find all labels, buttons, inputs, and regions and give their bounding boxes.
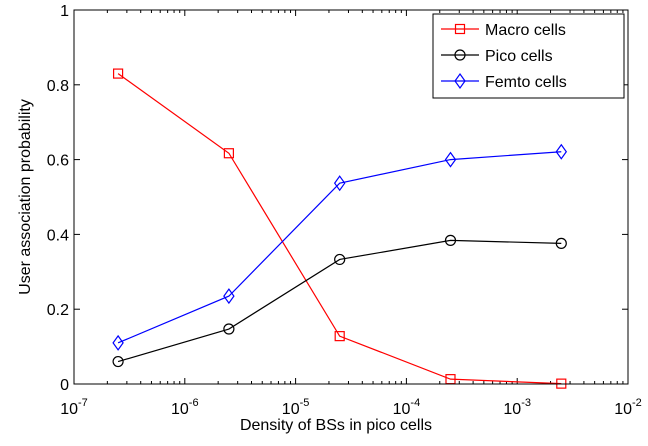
series-line xyxy=(117,73,562,385)
y-tick-label: 0.6 xyxy=(47,153,69,170)
y-tick-label: 0.4 xyxy=(47,227,69,244)
y-axis-label: User association probability xyxy=(17,99,34,295)
data-point xyxy=(112,355,124,368)
y-tick-label: 0.8 xyxy=(47,78,69,95)
legend: Macro cells Pico cells Femto cells xyxy=(432,13,625,99)
data-point xyxy=(112,334,124,351)
x-tick-label: 10-3 xyxy=(503,397,531,418)
data-point xyxy=(555,237,567,249)
series-3 xyxy=(112,143,568,351)
data-point xyxy=(223,148,234,159)
x-tick-label: 10-7 xyxy=(60,397,88,418)
data-point xyxy=(444,234,457,246)
legend-marker xyxy=(454,23,466,35)
y-tick-label: 0.2 xyxy=(47,302,69,319)
legend-label: Femto cells xyxy=(485,74,567,91)
x-tick-label: 10-5 xyxy=(282,397,310,418)
plot-frame xyxy=(73,9,629,385)
series-2 xyxy=(112,234,567,368)
data-point xyxy=(333,175,346,192)
data-point xyxy=(444,151,457,168)
data-point xyxy=(555,143,568,160)
legend-label: Pico cells xyxy=(485,48,553,65)
y-tick-label: 0 xyxy=(60,377,69,394)
data-point xyxy=(334,331,345,342)
x-tick-label: 10-6 xyxy=(171,397,199,418)
data-point xyxy=(112,68,124,79)
legend-marker xyxy=(454,72,466,90)
series-line xyxy=(117,151,562,344)
y-tick-label: 1 xyxy=(60,3,69,20)
data-point xyxy=(223,323,235,335)
legend-marker xyxy=(454,49,466,61)
data-point xyxy=(334,253,346,266)
series-layer xyxy=(112,68,568,389)
ticks: 10-7 10-6 10-5 10-4 10-3 10-2 0 0.2 0.4 0.6 0.8 1 xyxy=(47,3,642,418)
x-tick-label: 10-2 xyxy=(614,397,642,418)
x-tick-label: 10-4 xyxy=(393,397,421,418)
data-point xyxy=(223,288,235,305)
x-axis-label: Density of BSs in pico cells xyxy=(240,417,432,434)
legend-label: Macro cells xyxy=(485,22,566,39)
series-line xyxy=(117,239,562,363)
